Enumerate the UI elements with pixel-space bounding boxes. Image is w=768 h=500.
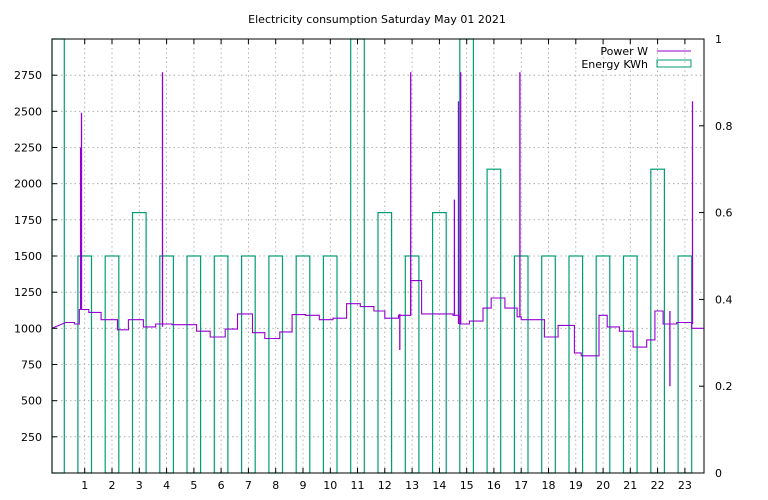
power-series — [51, 72, 704, 387]
x-tick-label: 14 — [432, 479, 446, 492]
x-tick-label: 22 — [651, 479, 665, 492]
x-tick-label: 20 — [596, 479, 610, 492]
y-tick-label: 1000 — [14, 322, 42, 335]
legend-swatch-energy — [656, 59, 692, 68]
x-tick-label: 2 — [109, 479, 116, 492]
x-tick-label: 11 — [351, 479, 365, 492]
y-tick-label: 1750 — [14, 214, 42, 227]
y-tick-label: 2500 — [14, 105, 42, 118]
x-tick-label: 18 — [542, 479, 556, 492]
x-tick-label: 15 — [460, 479, 474, 492]
legend-label-power: Power W — [600, 45, 648, 58]
y2-tick-label: 1 — [715, 33, 722, 46]
x-tick-label: 7 — [245, 479, 252, 492]
x-tick-label: 1 — [81, 479, 88, 492]
x-tick-label: 5 — [190, 479, 197, 492]
x-tick-label: 3 — [136, 479, 143, 492]
x-tick-label: 6 — [218, 479, 225, 492]
x-tick-label: 19 — [569, 479, 583, 492]
legend: Power W Energy KWh — [581, 45, 692, 71]
y-tick-label: 2000 — [14, 178, 42, 191]
y2-tick-label: 0.2 — [715, 380, 733, 393]
y-tick-label: 1250 — [14, 286, 42, 299]
x-tick-label: 10 — [323, 479, 337, 492]
power-line — [51, 280, 704, 357]
chart-title: Electricity consumption Saturday May 01 … — [248, 13, 506, 26]
y2-tick-label: 0 — [715, 467, 722, 480]
y-tick-label: 250 — [21, 431, 42, 444]
x-tick-label: 12 — [378, 479, 392, 492]
legend-label-energy: Energy KWh — [581, 58, 648, 71]
y2-tick-label: 0.6 — [715, 207, 733, 220]
y-tick-label: 750 — [21, 359, 42, 372]
x-tick-label: 8 — [272, 479, 279, 492]
x-tick-label: 16 — [487, 479, 501, 492]
x-tick-label: 21 — [623, 479, 637, 492]
y-tick-label: 1500 — [14, 250, 42, 263]
y-tick-label: 500 — [21, 395, 42, 408]
y2-tick-label: 0.4 — [715, 293, 733, 306]
x-tick-label: 13 — [405, 479, 419, 492]
x-tick-label: 4 — [163, 479, 170, 492]
y2-tick-label: 0.8 — [715, 120, 733, 133]
x-tick-label: 23 — [678, 479, 692, 492]
x-tick-label: 17 — [514, 479, 528, 492]
y-tick-label: 2250 — [14, 142, 42, 155]
x-tick-label: 9 — [300, 479, 307, 492]
y-tick-label: 2750 — [14, 69, 42, 82]
axis-ticks: 1 2 3 4 5 6 7 8 9 10 11 12 13 14 15 16 17 18 19 20 21 22 23250… — [14, 33, 733, 492]
